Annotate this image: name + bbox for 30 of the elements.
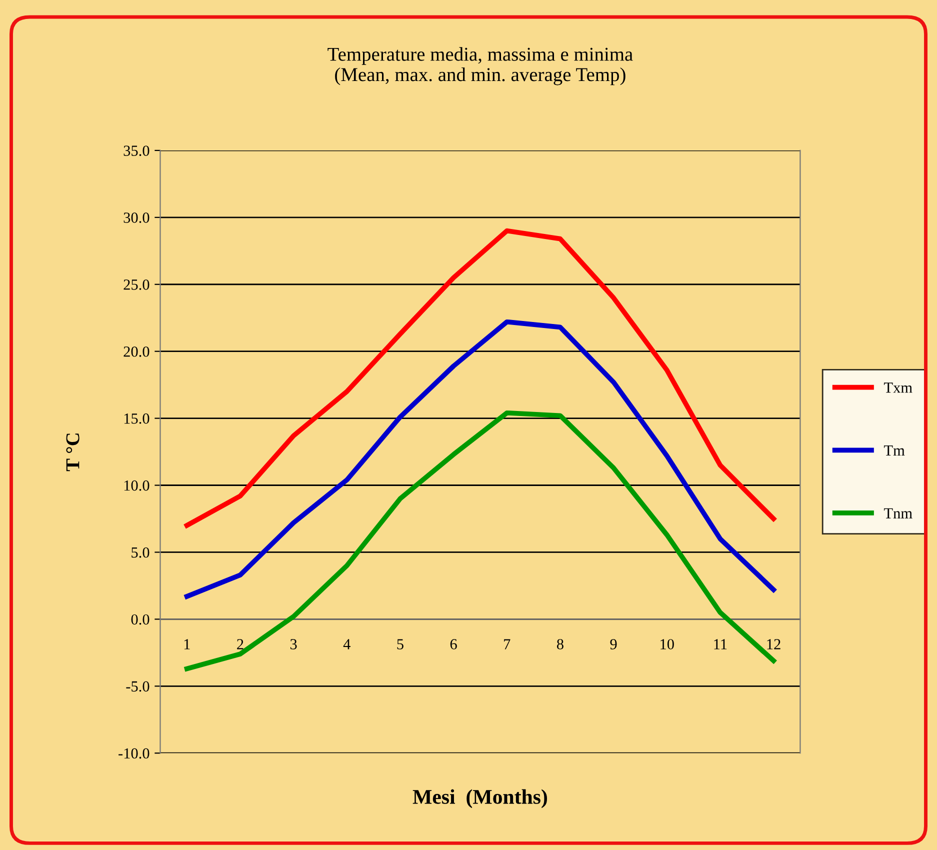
- y-tick-label: 10.0: [124, 480, 150, 491]
- y-tick-label: -10.0: [118, 748, 150, 759]
- x-tick-label: 8: [556, 639, 564, 650]
- y-tick-label: 5.0: [132, 547, 150, 558]
- legend-label: Tnm: [884, 508, 912, 518]
- x-tick-label: 3: [290, 639, 297, 650]
- y-tick-label: 15.0: [124, 413, 150, 424]
- legend-label: Tm: [884, 445, 905, 456]
- x-tick-label: 2: [237, 639, 244, 650]
- x-tick-label: 4: [343, 639, 350, 650]
- y-tick-label: 20.0: [124, 346, 150, 357]
- x-tick-label: 12: [767, 639, 780, 650]
- y-tick-label: 0.0: [131, 614, 150, 625]
- y-tick-label: 30.0: [124, 212, 150, 223]
- line-series: [184, 319, 776, 599]
- x-tick-label: 11: [714, 639, 727, 650]
- y-tick-label: 35.0: [124, 146, 150, 156]
- y-axis-title: T °C: [66, 434, 80, 472]
- x-axis-title: Mesi (Months): [412, 789, 547, 808]
- line-series: [184, 228, 776, 528]
- x-tick-label: 5: [397, 639, 404, 650]
- x-tick-label: 7: [504, 639, 510, 650]
- x-tick-label: 6: [450, 639, 457, 650]
- y-tick-label: -5.0: [126, 681, 150, 692]
- x-tick-label: 1: [184, 639, 190, 650]
- y-tick-label: 25.0: [124, 280, 150, 290]
- x-tick-label: 10: [660, 639, 674, 650]
- chart-title: Temperature media, massima e minima (Mean, max. and min. average Temp): [328, 47, 633, 86]
- legend-label: Txm: [884, 382, 912, 393]
- x-tick-label: 9: [610, 639, 617, 650]
